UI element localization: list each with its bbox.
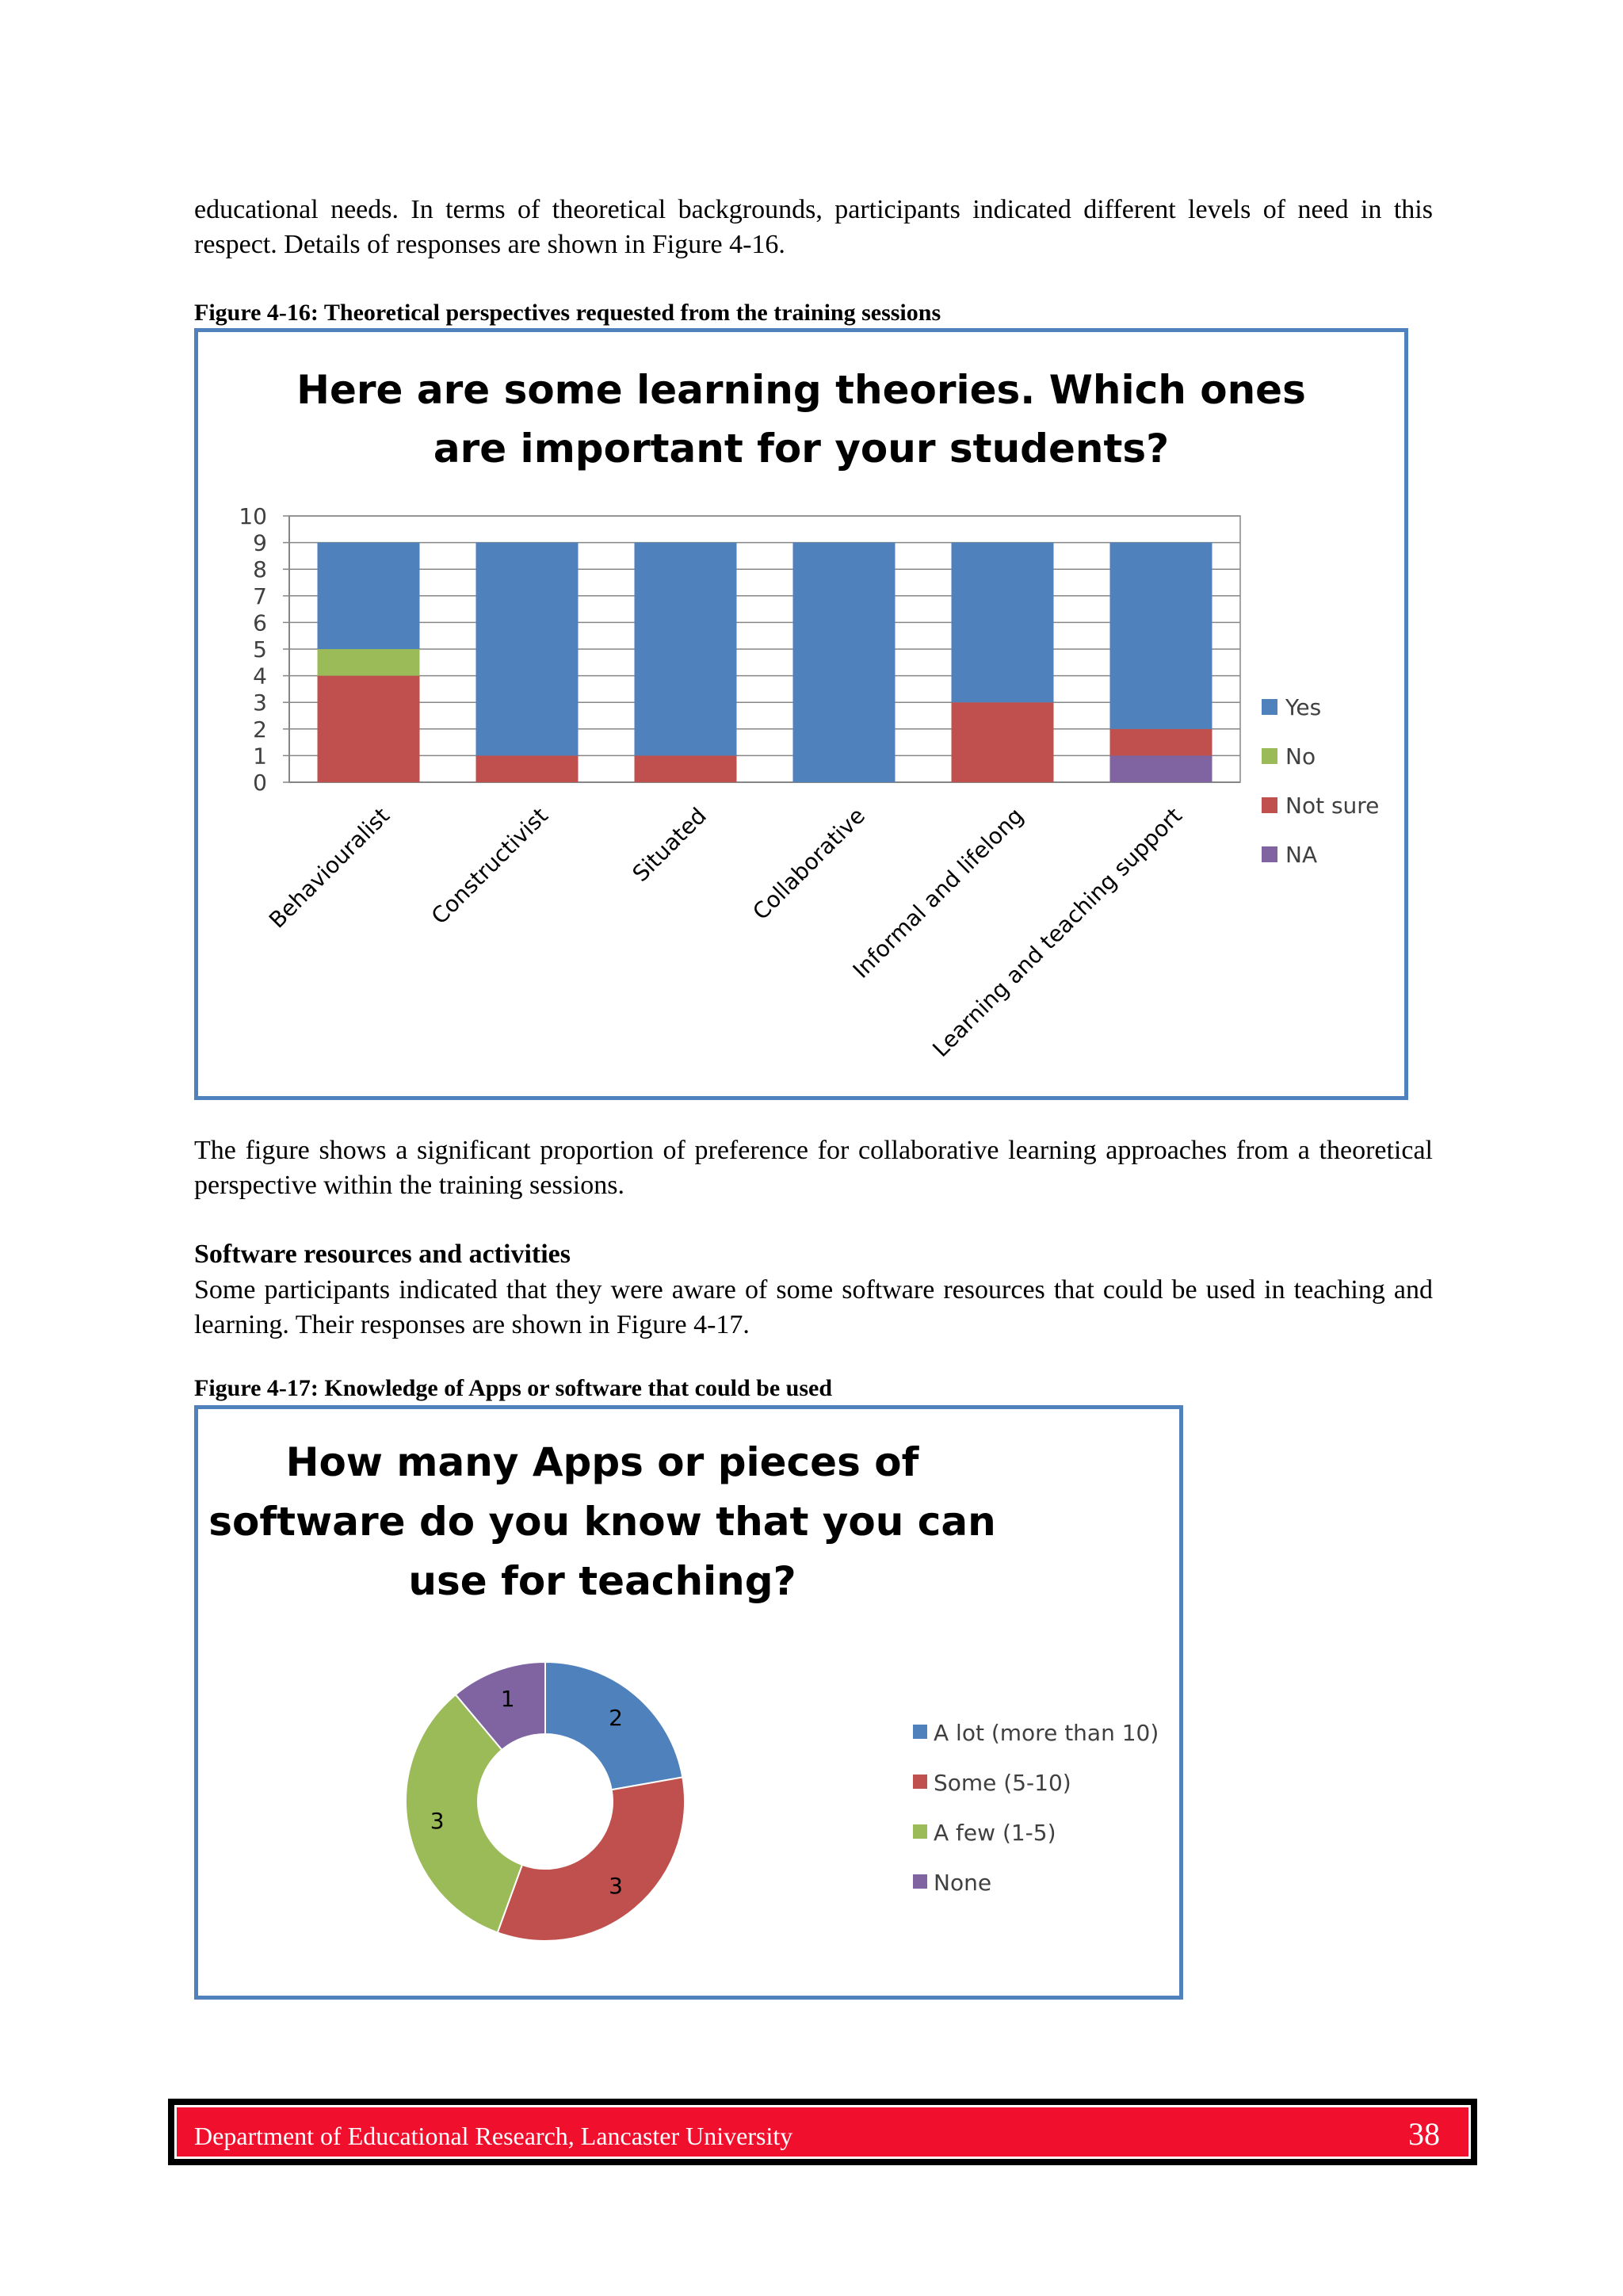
slice-data-label: 1 bbox=[501, 1686, 515, 1712]
donut-chart-title: How many Apps or pieces of software do y… bbox=[107, 1433, 1098, 1611]
bar-segment bbox=[1109, 728, 1212, 756]
slice-data-label: 3 bbox=[609, 1873, 623, 1899]
figure-4-17-frame: How many Apps or pieces of software do y… bbox=[194, 1405, 1183, 2000]
footer-band: Department of Educational Research, Lanc… bbox=[174, 2105, 1471, 2159]
legend-label: Yes bbox=[1285, 694, 1321, 720]
donut-slice bbox=[496, 1776, 685, 1942]
legend-swatch bbox=[913, 1824, 927, 1839]
donut-slice bbox=[454, 1660, 546, 1752]
legend-label: NA bbox=[1285, 842, 1317, 868]
bar-chart-title-line-2: are important for your students? bbox=[433, 426, 1170, 472]
y-tick-label: 9 bbox=[253, 530, 267, 556]
y-tick-label: 2 bbox=[253, 716, 267, 743]
intro-paragraph: educational needs. In terms of theoretic… bbox=[194, 195, 1433, 259]
y-tick-label: 7 bbox=[253, 583, 267, 609]
page-number: 38 bbox=[1408, 2116, 1440, 2152]
bar-chart-title: Here are some learning theories. Which o… bbox=[198, 361, 1404, 478]
legend-label: Some (5-10) bbox=[934, 1770, 1071, 1796]
figure-4-16-caption: Figure 4-16: Theoretical perspectives re… bbox=[194, 300, 941, 326]
y-tick-label: 10 bbox=[239, 503, 267, 529]
legend-label: Not sure bbox=[1285, 793, 1379, 819]
legend-label: No bbox=[1285, 743, 1316, 770]
category-label: Collaborative bbox=[747, 803, 870, 926]
legend-label: None bbox=[934, 1870, 991, 1896]
bar-segment bbox=[317, 675, 420, 782]
legend-swatch bbox=[913, 1725, 927, 1739]
category-label: Learning and teaching support bbox=[927, 803, 1187, 1063]
legend-label: A few (1-5) bbox=[934, 1820, 1056, 1846]
bar-segment bbox=[634, 542, 737, 756]
donut-chart-title-line-3: use for teaching? bbox=[408, 1558, 796, 1604]
legend-swatch bbox=[1262, 797, 1277, 813]
section-heading: Software resources and activities bbox=[194, 1240, 571, 1269]
y-tick-label: 0 bbox=[253, 770, 267, 796]
slice-data-label: 2 bbox=[609, 1705, 623, 1731]
y-tick-label: 8 bbox=[253, 556, 267, 583]
bar-segment bbox=[317, 649, 420, 676]
category-label: Constructivist bbox=[426, 803, 553, 930]
category-label: Situated bbox=[628, 803, 712, 887]
donut-chart-title-line-1: How many Apps or pieces of bbox=[285, 1439, 919, 1485]
figure-4-17-caption: Figure 4-17: Knowledge of Apps or softwa… bbox=[194, 1375, 833, 1401]
footer-text: Department of Educational Research, Lanc… bbox=[194, 2122, 793, 2150]
bar-segment bbox=[951, 702, 1054, 782]
middle-paragraph: The figure shows a significant proportio… bbox=[194, 1136, 1433, 1200]
bar-segment bbox=[1109, 542, 1212, 729]
bar-segment bbox=[317, 542, 420, 649]
legend-swatch bbox=[1262, 748, 1277, 764]
legend-swatch bbox=[1262, 699, 1277, 715]
page-footer: Department of Educational Research, Lanc… bbox=[168, 2099, 1477, 2165]
slice-data-label: 3 bbox=[430, 1808, 445, 1834]
bar-segment bbox=[634, 755, 737, 782]
y-tick-label: 3 bbox=[253, 690, 267, 716]
bar-segment bbox=[475, 755, 579, 782]
legend-swatch bbox=[913, 1874, 927, 1889]
legend-swatch bbox=[1262, 846, 1277, 862]
legend-swatch bbox=[913, 1775, 927, 1789]
y-tick-label: 1 bbox=[253, 743, 267, 769]
figure-4-16-frame: Here are some learning theories. Which o… bbox=[194, 328, 1408, 1100]
y-tick-label: 6 bbox=[253, 609, 267, 636]
legend-label: A lot (more than 10) bbox=[934, 1720, 1159, 1746]
donut-chart-title-line-2: software do you know that you can bbox=[208, 1499, 996, 1545]
bar-segment bbox=[1109, 755, 1212, 782]
donut-slice bbox=[544, 1660, 684, 1791]
donut-chart: 2 3 3 1 A lot (more than 10) Some (5-10) A few… bbox=[405, 1660, 1159, 1942]
bar-segment bbox=[792, 542, 896, 782]
bar-chart-title-line-1: Here are some learning theories. Which o… bbox=[296, 367, 1306, 413]
category-label: Informal and lifelong bbox=[848, 803, 1029, 984]
bar-segment bbox=[951, 542, 1054, 703]
y-tick-label: 4 bbox=[253, 663, 267, 690]
y-tick-label: 5 bbox=[253, 636, 267, 663]
section-paragraph: Some participants indicated that they we… bbox=[194, 1275, 1433, 1339]
donut-slice bbox=[405, 1693, 524, 1934]
bar-segment bbox=[475, 542, 579, 756]
category-label: Behaviouralist bbox=[264, 803, 395, 934]
